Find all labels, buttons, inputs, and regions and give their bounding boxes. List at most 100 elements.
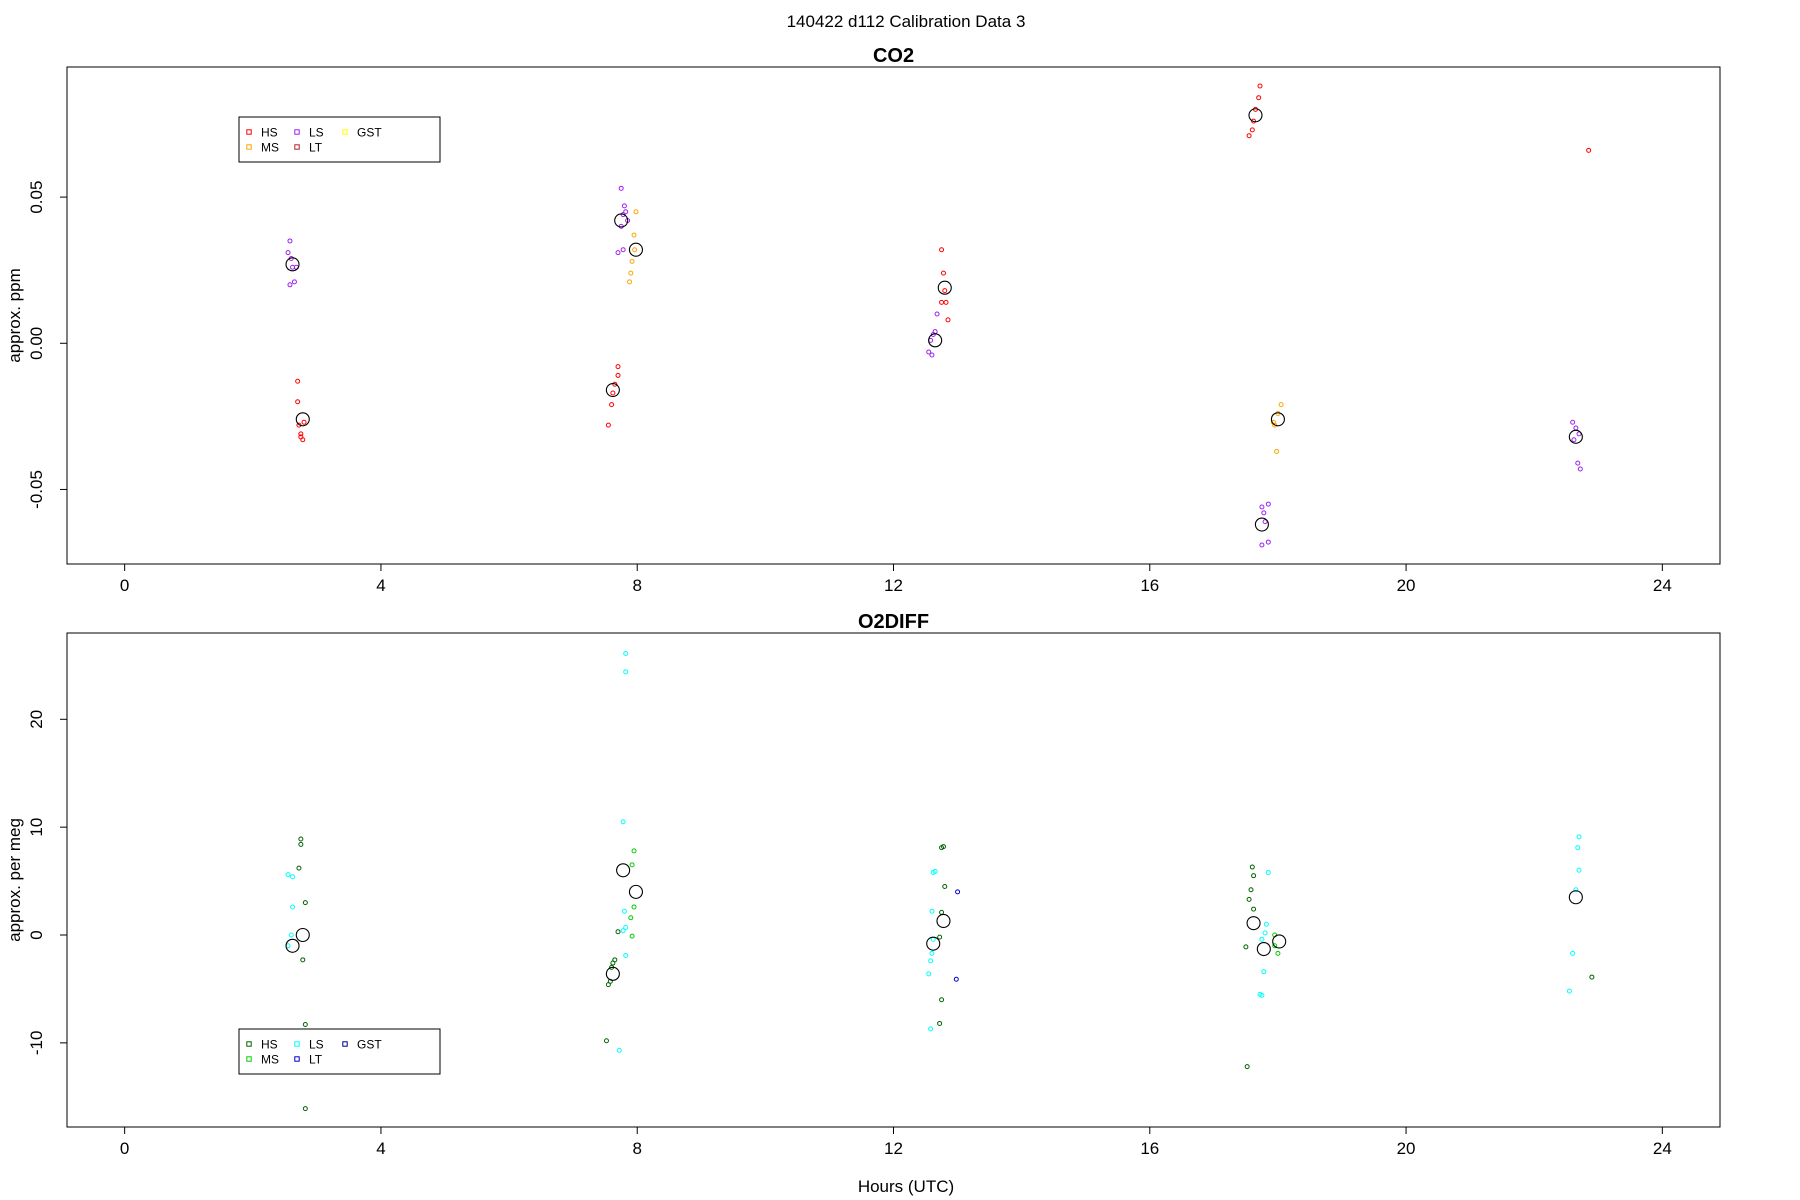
legend-label: GST bbox=[357, 1038, 382, 1052]
data-point bbox=[926, 971, 932, 977]
data-point bbox=[615, 250, 621, 256]
data-point bbox=[1573, 887, 1579, 893]
data-point bbox=[295, 399, 301, 405]
data-point bbox=[616, 1047, 622, 1053]
data-point bbox=[632, 247, 638, 253]
mean-point bbox=[936, 913, 951, 929]
data-point bbox=[623, 209, 629, 215]
data-point bbox=[1586, 147, 1592, 153]
legend-marker bbox=[294, 144, 300, 150]
data-point bbox=[1573, 425, 1579, 431]
mean-point bbox=[1256, 941, 1271, 957]
data-point bbox=[1259, 542, 1265, 548]
data-point bbox=[291, 279, 297, 285]
data-point bbox=[1246, 133, 1252, 139]
data-point bbox=[1576, 867, 1582, 873]
data-point bbox=[1259, 936, 1265, 942]
x-tick-label: 24 bbox=[1653, 576, 1672, 595]
x-tick-label: 16 bbox=[1140, 576, 1159, 595]
panel-title: O2DIFF bbox=[858, 611, 929, 633]
data-point bbox=[937, 1020, 943, 1026]
data-point bbox=[290, 904, 296, 910]
data-point bbox=[1261, 510, 1267, 516]
mean-point bbox=[628, 242, 643, 257]
legend-marker bbox=[246, 1041, 252, 1047]
data-point bbox=[300, 957, 306, 963]
mean-point bbox=[285, 938, 300, 953]
legend-marker bbox=[294, 129, 300, 135]
data-point bbox=[1570, 419, 1576, 425]
data-point bbox=[298, 431, 304, 437]
data-point bbox=[1249, 127, 1255, 133]
x-tick-label: 12 bbox=[884, 576, 903, 595]
mean-point bbox=[1568, 890, 1583, 905]
data-point bbox=[1244, 1064, 1250, 1070]
data-point bbox=[1256, 95, 1262, 101]
data-point bbox=[612, 957, 618, 963]
data-point bbox=[1575, 845, 1581, 851]
legend-label: HS bbox=[261, 1038, 278, 1052]
legend-label: GST bbox=[357, 126, 382, 140]
data-point bbox=[1262, 930, 1268, 936]
data-point bbox=[285, 250, 291, 256]
data-point bbox=[1265, 869, 1271, 875]
data-point bbox=[1265, 501, 1271, 507]
legend-label: HS bbox=[261, 126, 278, 140]
data-point bbox=[1577, 466, 1583, 472]
legend-label: LT bbox=[309, 141, 323, 155]
data-point bbox=[631, 904, 637, 910]
mean-point bbox=[1246, 916, 1261, 931]
mean-point bbox=[605, 966, 620, 981]
data-point bbox=[939, 247, 945, 253]
data-point bbox=[926, 349, 932, 355]
data-point bbox=[1272, 943, 1278, 949]
data-point bbox=[942, 288, 948, 294]
data-point bbox=[285, 872, 291, 878]
data-point bbox=[620, 247, 626, 253]
data-point bbox=[629, 258, 635, 264]
data-point bbox=[1259, 504, 1265, 510]
data-point bbox=[295, 378, 301, 384]
legend-label: MS bbox=[261, 141, 279, 155]
legend-marker bbox=[342, 1041, 348, 1047]
data-point bbox=[621, 203, 627, 209]
o2diff-panel: O2DIFF 0 4 8 12 16 20 24 -10 0 10 20 approx. per meg… bbox=[5, 611, 1721, 1158]
data-point bbox=[939, 909, 945, 915]
x-tick-label: 20 bbox=[1397, 576, 1416, 595]
data-point bbox=[1570, 950, 1576, 956]
x-tick-label: 8 bbox=[632, 1139, 641, 1158]
panel-title: CO2 bbox=[873, 45, 914, 67]
data-point bbox=[1251, 873, 1257, 879]
x-tick-label: 0 bbox=[120, 1139, 129, 1158]
data-point bbox=[605, 422, 611, 428]
mean-point bbox=[1254, 517, 1269, 532]
data-point bbox=[939, 299, 945, 305]
data-point bbox=[298, 836, 304, 842]
data-point bbox=[1275, 950, 1281, 956]
data-point bbox=[615, 929, 621, 935]
data-point bbox=[623, 953, 629, 959]
data-point bbox=[287, 238, 293, 244]
data-point bbox=[953, 976, 959, 982]
x-tick-label: 4 bbox=[376, 1139, 385, 1158]
mean-point bbox=[1270, 412, 1285, 427]
data-point bbox=[627, 279, 633, 285]
data-point bbox=[1566, 988, 1572, 994]
y-tick-label: 0.05 bbox=[27, 181, 46, 214]
data-point bbox=[929, 908, 935, 914]
y-tick-label: 0 bbox=[27, 930, 46, 939]
x-tick-label: 4 bbox=[376, 576, 385, 595]
data-point bbox=[1576, 834, 1582, 840]
x-tick-label: 8 bbox=[632, 576, 641, 595]
data-point bbox=[628, 915, 634, 921]
legend-marker bbox=[294, 1041, 300, 1047]
data-point bbox=[629, 862, 635, 868]
data-point bbox=[943, 299, 949, 305]
mean-point bbox=[605, 382, 620, 398]
x-tick-label: 16 bbox=[1140, 1139, 1159, 1158]
data-point bbox=[628, 270, 634, 276]
mean-point bbox=[295, 412, 310, 427]
legend-marker bbox=[246, 129, 252, 135]
legend-label: LT bbox=[309, 1053, 323, 1067]
